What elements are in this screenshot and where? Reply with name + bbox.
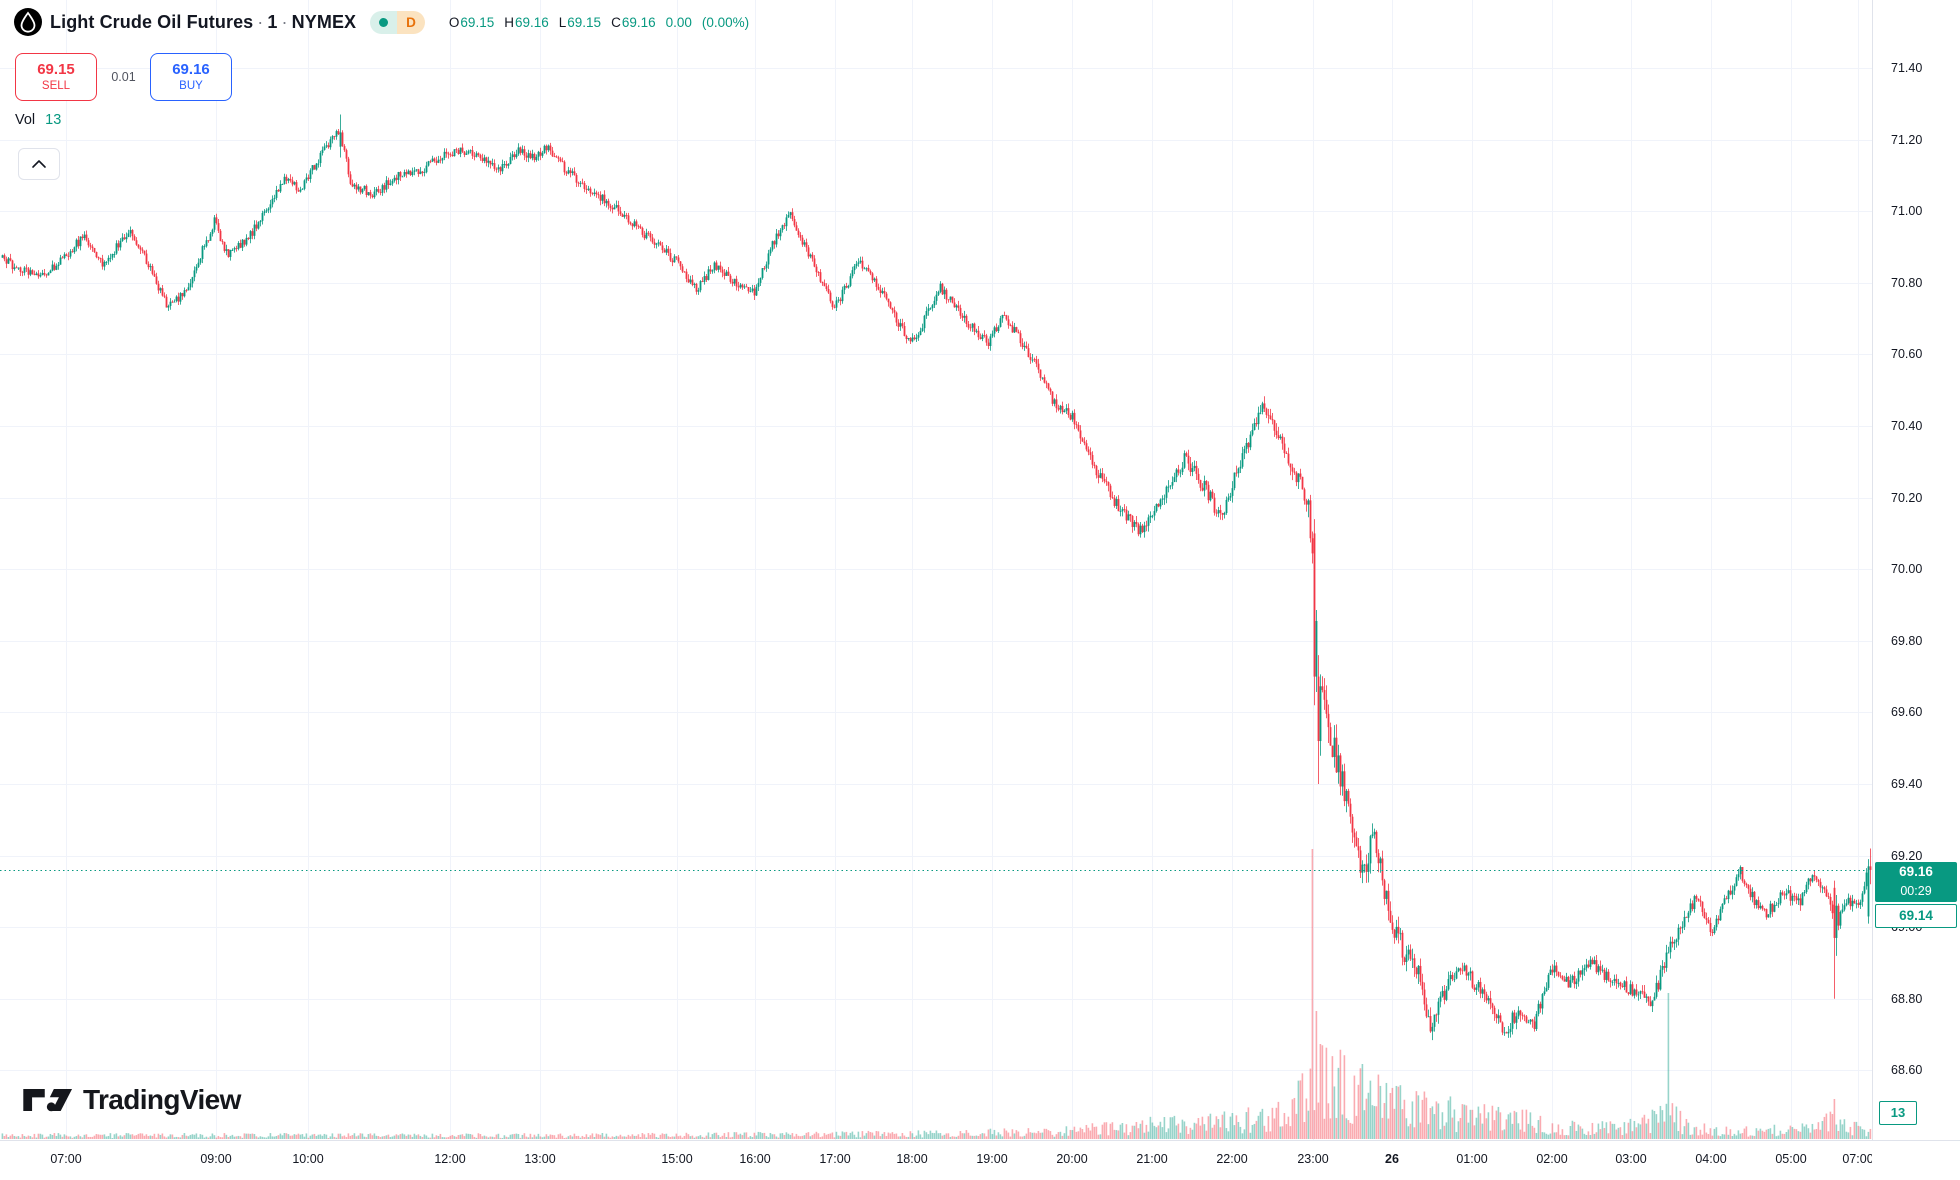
time-axis-label: 19:00 <box>976 1152 1008 1166</box>
symbol-exchange: NYMEX <box>291 11 357 32</box>
close-value: 69.16 <box>621 14 656 30</box>
volume-label: Vol <box>15 112 36 128</box>
time-axis-label: 01:00 <box>1456 1152 1488 1166</box>
market-open-dot-icon <box>379 17 389 27</box>
time-axis-label: 20:00 <box>1056 1152 1088 1166</box>
title-separator: · <box>257 11 264 32</box>
candlestick-chart[interactable] <box>0 0 1872 1140</box>
current-price: 69.16 <box>1899 863 1933 879</box>
price-axis-label: 70.00 <box>1891 562 1923 577</box>
open-label: O <box>448 14 460 30</box>
daily-interval-letter: D <box>397 10 425 34</box>
time-axis-label: 05:00 <box>1775 1152 1807 1166</box>
price-axis-label: 69.60 <box>1891 705 1923 720</box>
price-axis-label: 70.40 <box>1891 419 1923 433</box>
symbol-name: Light Crude Oil Futures <box>50 11 254 32</box>
high-value: 69.16 <box>514 14 549 30</box>
volume-bars <box>1 849 1872 1139</box>
close-label: C <box>611 14 621 30</box>
change-value: 0.00 <box>665 14 692 30</box>
buy-price: 69.16 <box>172 61 210 78</box>
chart-legend: Light Crude Oil Futures · 1 · NYMEX D O 69.15… <box>14 8 749 36</box>
title-separator: · <box>281 11 288 32</box>
market-status-interval-badge[interactable]: D <box>370 10 425 34</box>
price-axis-label: 68.60 <box>1891 1063 1923 1078</box>
time-axis-label: 12:00 <box>434 1152 466 1166</box>
time-axis-label: 07:00 <box>1842 1152 1872 1166</box>
buy-label: BUY <box>179 80 203 92</box>
time-axis-label: 09:00 <box>200 1152 232 1166</box>
time-axis-label: 16:00 <box>739 1152 771 1166</box>
counter-price-badge: 69.14 <box>1875 903 1957 928</box>
time-axis-label: 22:00 <box>1216 1152 1248 1166</box>
low-label: L <box>558 14 567 30</box>
time-axis-label: 15:00 <box>661 1152 693 1166</box>
bar-countdown: 00:29 <box>1900 883 1932 898</box>
price-axis-label: 70.60 <box>1891 347 1923 362</box>
volume-value: 13 <box>45 112 62 128</box>
symbol-title[interactable]: Light Crude Oil Futures · 1 · NYMEX <box>50 12 356 33</box>
volume-value-badge: 13 <box>1879 1101 1917 1125</box>
time-axis-label: 04:00 <box>1695 1152 1727 1166</box>
spread-value: 0.01 <box>111 70 136 84</box>
price-axis-label: 70.80 <box>1891 275 1923 290</box>
time-axis-labels: 07:00 09:00 10:00 12:00 13:00 15:00 16:00 17:00… <box>0 1141 1872 1180</box>
time-axis-label: 18:00 <box>896 1152 928 1166</box>
price-axis-label: 71.20 <box>1891 132 1923 147</box>
sell-price: 69.15 <box>37 61 75 78</box>
trade-buttons: 69.15 SELL 0.01 69.16 BUY <box>15 53 232 101</box>
symbol-interval: 1 <box>267 11 278 32</box>
price-axis-label: 69.80 <box>1891 633 1923 648</box>
price-axis-label: 71.40 <box>1891 61 1923 75</box>
buy-button[interactable]: 69.16 BUY <box>150 53 232 101</box>
low-value: 69.15 <box>567 14 602 30</box>
candles <box>1 114 1872 1041</box>
sell-label: SELL <box>41 80 71 92</box>
time-axis[interactable]: 07:00 09:00 10:00 12:00 13:00 15:00 16:00 17:00… <box>0 1140 1960 1180</box>
tradingview-watermark[interactable]: TradingView <box>22 1083 241 1117</box>
volume-legend: Vol 13 <box>15 112 61 128</box>
time-axis-label: 23:00 <box>1297 1152 1329 1166</box>
time-axis-label: 21:00 <box>1136 1152 1168 1166</box>
current-price-badge: 69.16 00:29 <box>1875 861 1957 902</box>
tradingview-logo-icon <box>23 1088 73 1112</box>
time-axis-label: 02:00 <box>1536 1152 1568 1166</box>
change-percent: (0.00%) <box>701 14 750 30</box>
sell-button[interactable]: 69.15 SELL <box>15 53 97 101</box>
collapse-legend-button[interactable] <box>18 148 60 180</box>
ohlc-readout: O 69.15 H 69.16 L 69.15 C 69.16 0.00 (0.00%) <box>449 15 749 30</box>
time-axis-label: 07:00 <box>50 1152 82 1166</box>
price-axis-label: 71.00 <box>1891 204 1923 219</box>
time-axis-label: 17:00 <box>819 1152 851 1166</box>
price-axis-label: 69.40 <box>1891 777 1923 791</box>
time-axis-label: 13:00 <box>524 1152 556 1166</box>
high-label: H <box>504 14 514 30</box>
price-axis-label: 68.80 <box>1891 991 1923 1006</box>
time-axis-label: 10:00 <box>292 1152 324 1166</box>
price-axis-label: 69.20 <box>1891 848 1923 863</box>
time-axis-label: 03:00 <box>1615 1152 1647 1166</box>
price-axis-label: 70.20 <box>1891 490 1923 505</box>
open-value: 69.15 <box>460 14 495 30</box>
tradingview-wordmark: TradingView <box>83 1084 241 1115</box>
market-status-dot-wrap <box>370 10 398 34</box>
symbol-logo-oil-icon <box>14 8 42 36</box>
price-axis[interactable]: 69.16 00:29 69.14 13 71.40 71.20 71.00 70.8… <box>1872 0 1960 1140</box>
chevron-up-icon <box>32 160 46 168</box>
time-axis-label: 26 <box>1385 1152 1399 1166</box>
